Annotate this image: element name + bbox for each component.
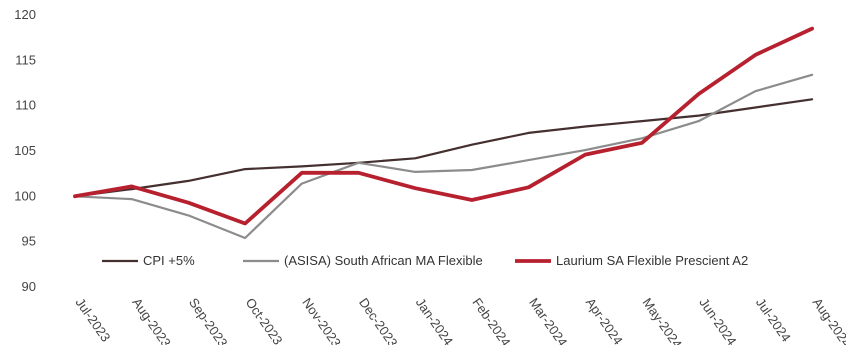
y-tick-label: 95 bbox=[22, 234, 36, 249]
y-tick-label: 115 bbox=[15, 52, 36, 67]
x-tick-label: Jul-2023 bbox=[73, 295, 114, 344]
x-tick-label: Aug-2023 bbox=[129, 295, 174, 345]
x-tick-label: Nov-2023 bbox=[299, 295, 344, 345]
legend-label: Laurium SA Flexible Prescient A2 bbox=[556, 253, 748, 268]
legend: CPI +5% (ASISA) South African MA Flexible… bbox=[102, 253, 748, 268]
x-tick-label: Aug-2024 bbox=[810, 295, 846, 345]
y-tick-label: 100 bbox=[14, 188, 36, 203]
x-tick-label: Sep-2023 bbox=[186, 295, 231, 345]
series-line bbox=[73, 26, 814, 226]
x-tick-label: Jun-2024 bbox=[696, 295, 739, 345]
series-line bbox=[73, 73, 814, 240]
x-tick-label: Apr-2024 bbox=[583, 295, 626, 345]
x-tick-label: Oct-2023 bbox=[243, 295, 286, 345]
series-lines bbox=[73, 26, 814, 240]
x-axis: Jul-2023 Aug-2023 Sep-2023 Oct-2023 Nov-2023… bbox=[73, 295, 846, 345]
x-tick-label: May-2024 bbox=[640, 295, 685, 345]
legend-label: (ASISA) South African MA Flexible bbox=[284, 253, 483, 268]
y-tick-label: 105 bbox=[14, 143, 36, 158]
x-tick-label: Mar-2024 bbox=[526, 295, 570, 345]
y-tick-label: 90 bbox=[22, 279, 36, 294]
y-tick-label: 110 bbox=[15, 98, 36, 113]
x-tick-label: Jan-2024 bbox=[413, 295, 456, 345]
series-line bbox=[73, 98, 814, 198]
x-tick-label: Dec-2023 bbox=[356, 295, 401, 345]
y-tick-label: 120 bbox=[14, 7, 36, 22]
legend-label: CPI +5% bbox=[143, 253, 195, 268]
x-tick-label: Feb-2024 bbox=[469, 295, 513, 345]
x-tick-label: Jul-2024 bbox=[753, 295, 794, 344]
y-axis: 90 95 100 105 110 115 120 bbox=[14, 7, 36, 294]
